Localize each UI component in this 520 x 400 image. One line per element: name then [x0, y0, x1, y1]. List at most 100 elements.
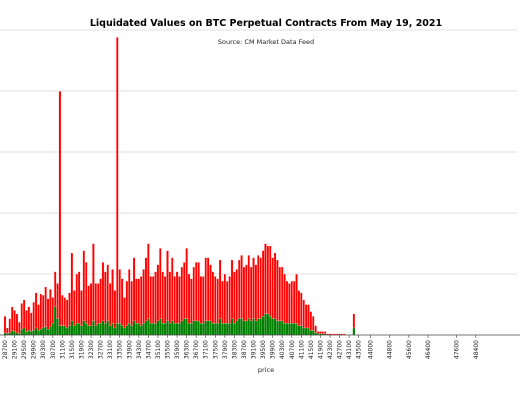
bar-long [278, 266, 282, 322]
bar-long [39, 293, 43, 330]
bar-long [63, 297, 66, 326]
bar-short [66, 327, 69, 335]
bar-short [254, 320, 257, 335]
bar-long [27, 306, 31, 331]
bar-long [211, 271, 215, 324]
x-tick-label: 38300 [231, 340, 238, 359]
bar-short [266, 313, 269, 335]
bar-short [159, 318, 162, 335]
bar-long [6, 327, 9, 334]
x-tick-label: 31500 [69, 340, 76, 359]
bar-short [56, 318, 59, 335]
bar-long [242, 266, 246, 322]
bar-short [252, 318, 255, 335]
bar-long [175, 271, 179, 324]
bar-long [140, 276, 143, 326]
x-tick-label: 33900 [126, 340, 133, 359]
x-tick-labels: 28700 29100 29500 29900 30300 30700 31100 31500… [2, 335, 480, 359]
x-tick-label: 38700 [241, 340, 248, 359]
bar-long [197, 262, 200, 322]
bar-short [300, 325, 303, 335]
bar-long [324, 331, 327, 334]
bar-short [113, 327, 117, 335]
bar-short [250, 320, 253, 335]
bar-short [195, 320, 198, 335]
bar-long [44, 286, 47, 327]
bar-short [178, 323, 181, 335]
bar-long [247, 255, 250, 319]
bar-long [42, 295, 45, 329]
bar-short [183, 318, 186, 335]
bar-long [30, 312, 33, 332]
x-tick-label: 39900 [270, 340, 277, 359]
x-tick-label: 42700 [337, 340, 344, 359]
bar-short [8, 332, 11, 335]
bar-long [25, 310, 28, 332]
gridlines [0, 29, 517, 275]
bar-short [257, 318, 260, 335]
bar-long [111, 269, 114, 324]
bar-long [56, 283, 59, 319]
bar-long [233, 271, 236, 324]
bar-short [352, 327, 355, 335]
x-tick-label: 44000 [368, 340, 375, 359]
bar-long [173, 276, 176, 324]
bar-short [319, 333, 322, 335]
x-tick-label: 48400 [473, 340, 480, 359]
bar-long [142, 269, 145, 324]
bar-short [75, 323, 78, 335]
bar-short [39, 329, 42, 335]
bar-short [94, 325, 97, 335]
bar-long [80, 290, 83, 326]
bar-long [216, 278, 219, 324]
bar-long [166, 250, 169, 322]
bar-short [152, 323, 155, 335]
chart-subtitle: Source: CM Market Data Feed [218, 38, 314, 46]
bar-long [118, 269, 121, 324]
bar-short [190, 323, 193, 335]
bar-short [78, 323, 81, 335]
bar-long [259, 257, 262, 319]
x-tick-label: 39100 [251, 340, 258, 359]
bar-short [233, 323, 236, 335]
bar-short [245, 320, 248, 335]
bar-short [132, 320, 136, 335]
bar-short [242, 320, 246, 335]
x-tick-label: 37500 [212, 340, 219, 359]
bar-long [89, 283, 93, 326]
x-tick-label: 29100 [12, 340, 19, 359]
bar-short [171, 320, 174, 335]
bar-long [113, 290, 117, 329]
bar-short [135, 323, 138, 335]
x-tick-label: 33500 [117, 340, 124, 359]
bar-short [144, 320, 148, 335]
x-tick-label: 29900 [31, 340, 38, 359]
bar-long [37, 304, 40, 331]
bar-short [209, 320, 212, 335]
bar-long [290, 280, 293, 324]
bar-short [109, 325, 112, 335]
x-tick-label: 46400 [425, 340, 432, 359]
bar-short [187, 323, 191, 335]
bar-short [54, 306, 57, 335]
bar-short [218, 318, 222, 335]
bar-long [15, 313, 19, 333]
bar-short [58, 325, 62, 335]
bar-long [183, 262, 186, 319]
bar-long [13, 310, 16, 332]
x-tick-label: 42300 [327, 340, 334, 359]
bar-long [20, 303, 23, 330]
bar-short [161, 323, 164, 335]
bar-long [49, 289, 52, 327]
bar-short [262, 316, 265, 335]
bar-long [269, 245, 272, 317]
bar-short [223, 323, 226, 335]
bar-long [209, 264, 212, 322]
bar-long [316, 331, 320, 334]
bar-long [120, 278, 124, 326]
bar-short [20, 329, 23, 335]
bar-short [106, 320, 109, 335]
bar-short [295, 323, 298, 335]
bar-short [68, 325, 71, 335]
bar-long [221, 280, 224, 324]
